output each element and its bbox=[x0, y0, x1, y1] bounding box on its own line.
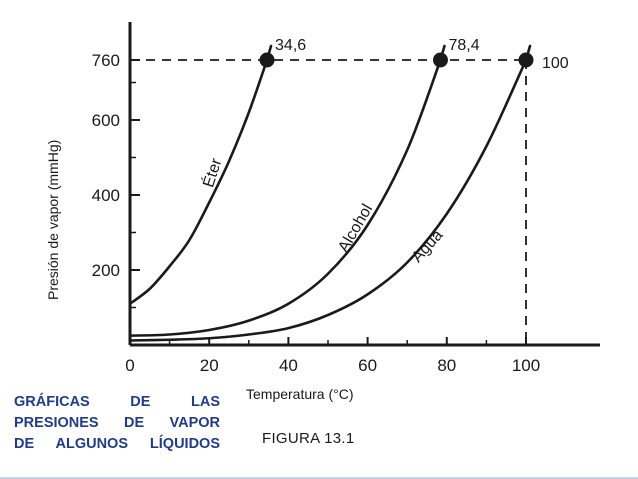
curve-label-ter: Éter bbox=[198, 155, 225, 189]
y-tick-label: 600 bbox=[92, 111, 120, 130]
x-tick-label: 60 bbox=[358, 356, 377, 375]
x-tick-label: 100 bbox=[512, 356, 540, 375]
curve-label-agua: Agua bbox=[409, 227, 447, 266]
x-tick-label: 20 bbox=[200, 356, 219, 375]
boiling-point-marker bbox=[259, 52, 275, 68]
curve-agua bbox=[128, 58, 528, 342]
boiling-point-label: 100 bbox=[542, 55, 569, 72]
x-axis-label: Temperatura (°C) bbox=[246, 386, 354, 402]
x-tick-label: 40 bbox=[279, 356, 298, 375]
curve-label-alcohol: Alcohol bbox=[335, 201, 376, 255]
curve-ter bbox=[128, 58, 269, 306]
x-tick-label: 0 bbox=[125, 356, 134, 375]
y-tick-label: 400 bbox=[92, 186, 120, 205]
y-tick-label: 760 bbox=[92, 51, 120, 70]
boiling-point-label: 78,4 bbox=[448, 37, 479, 54]
curves bbox=[128, 44, 534, 342]
x-tick-label: 80 bbox=[437, 356, 456, 375]
bottom-divider bbox=[0, 477, 638, 479]
labels: 34,6 Éter 78,4 Alcohol 100 Agua bbox=[198, 37, 568, 266]
curve-alcohol bbox=[128, 58, 442, 337]
boiling-point-marker bbox=[518, 52, 534, 68]
caption-line: GRÁFICAS DE LAS bbox=[14, 394, 220, 410]
boiling-point-label: 34,6 bbox=[275, 37, 306, 54]
axes: 0 20 40 60 80 100 200 400 600 760 bbox=[92, 22, 600, 375]
boiling-point-marker bbox=[432, 52, 448, 68]
caption: GRÁFICAS DE LAS PRESIONES DE VAPOR DE AL… bbox=[14, 392, 220, 455]
caption-line: DE ALGUNOS LÍQUIDOS bbox=[14, 436, 220, 452]
reference-lines bbox=[130, 59, 530, 345]
y-tick-label: 200 bbox=[92, 261, 120, 280]
y-axis-label: Presión de vapor (mmHg) bbox=[45, 140, 61, 300]
figure-label: FIGURA 13.1 bbox=[262, 430, 355, 447]
caption-line: PRESIONES DE VAPOR bbox=[14, 415, 220, 431]
